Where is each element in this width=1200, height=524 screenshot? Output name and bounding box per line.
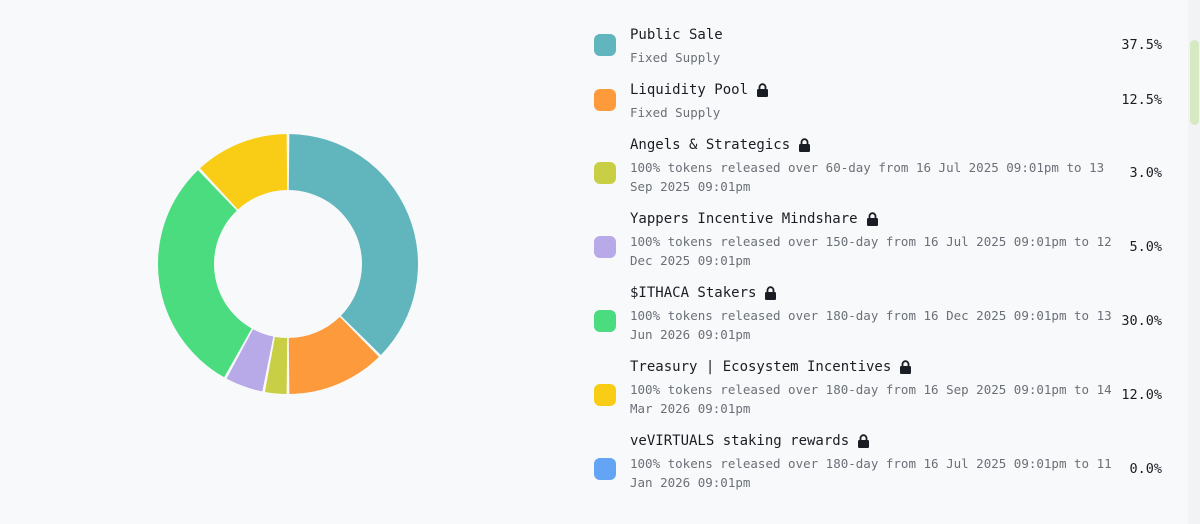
- legend-item-percentage: 12.0%: [1121, 387, 1162, 403]
- legend-item-name: Public Sale: [630, 26, 1114, 44]
- lock-icon: [858, 434, 870, 448]
- legend-item-description: Fixed Supply: [630, 105, 721, 120]
- legend-item-text: Treasury | Ecosystem Incentives 100% toke…: [630, 358, 1114, 418]
- legend-item-description: Fixed Supply: [630, 50, 721, 65]
- allocation-donut-chart: [148, 124, 428, 404]
- legend-item-text: $ITHACA Stakers 100% tokens released over…: [630, 284, 1114, 344]
- legend-item-name: Treasury | Ecosystem Incentives: [630, 358, 1114, 376]
- legend-item-text: Angels & Strategics 100% tokens released …: [630, 136, 1114, 196]
- legend-item-label: Angels & Strategics: [630, 137, 791, 153]
- legend-item-description: 100% tokens released over 180-day from 1…: [630, 382, 1112, 416]
- legend-item-description: 100% tokens released over 150-day from 1…: [630, 234, 1112, 268]
- legend-color-swatch: [594, 34, 616, 56]
- legend-item-label: Liquidity Pool: [630, 82, 749, 98]
- donut-slice-5[interactable]: [200, 134, 288, 210]
- legend-item-description: 100% tokens released over 60-day from 16…: [630, 160, 1105, 194]
- legend-color-swatch: [594, 458, 616, 480]
- legend-item-label: Treasury | Ecosystem Incentives: [630, 359, 892, 375]
- legend-item-text: veVIRTUALS staking rewards 100% tokens re…: [630, 432, 1114, 492]
- legend-color-swatch: [594, 162, 616, 184]
- legend-item-name: veVIRTUALS staking rewards: [630, 432, 1114, 450]
- lock-icon: [757, 83, 769, 97]
- scrollbar[interactable]: [1188, 0, 1200, 524]
- legend-item-percentage: 0.0%: [1129, 461, 1162, 477]
- legend-color-swatch: [594, 236, 616, 258]
- donut-slice-2[interactable]: [264, 336, 288, 394]
- legend-item-name: $ITHACA Stakers: [630, 284, 1114, 302]
- donut-chart-svg: [158, 134, 419, 394]
- legend-item-label: Public Sale: [630, 27, 723, 43]
- legend-item-percentage: 5.0%: [1129, 239, 1162, 255]
- legend-item-percentage: 3.0%: [1129, 165, 1162, 181]
- legend-item-description: 100% tokens released over 180-day from 1…: [630, 456, 1112, 490]
- legend-item-percentage: 12.5%: [1121, 92, 1162, 108]
- donut-slice-0[interactable]: [288, 134, 419, 355]
- legend-color-swatch: [594, 89, 616, 111]
- legend-color-swatch: [594, 310, 616, 332]
- legend-item-description: 100% tokens released over 180-day from 1…: [630, 308, 1112, 342]
- scrollbar-thumb[interactable]: [1190, 40, 1199, 125]
- donut-slice-3[interactable]: [226, 329, 274, 392]
- lock-icon: [900, 360, 912, 374]
- donut-slice-1[interactable]: [288, 316, 379, 394]
- legend-item-label: Yappers Incentive Mindshare: [630, 211, 858, 227]
- legend-item-text: Public Sale Fixed Supply: [630, 26, 1114, 67]
- donut-slice-4[interactable]: [158, 170, 252, 378]
- legend-item-percentage: 37.5%: [1121, 37, 1162, 53]
- lock-icon: [866, 212, 878, 226]
- legend-item-text: Yappers Incentive Mindshare 100% tokens r…: [630, 210, 1114, 270]
- lock-icon: [799, 138, 811, 152]
- legend-item-label: $ITHACA Stakers: [630, 285, 757, 301]
- legend-color-swatch: [594, 384, 616, 406]
- lock-icon: [765, 286, 777, 300]
- legend-item-name: Yappers Incentive Mindshare: [630, 210, 1114, 228]
- legend-item-percentage: 30.0%: [1121, 313, 1162, 329]
- legend-item-label: veVIRTUALS staking rewards: [630, 433, 850, 449]
- legend-item-text: Liquidity Pool Fixed Supply: [630, 81, 1114, 122]
- legend-item-name: Liquidity Pool: [630, 81, 1114, 99]
- legend-item-name: Angels & Strategics: [630, 136, 1114, 154]
